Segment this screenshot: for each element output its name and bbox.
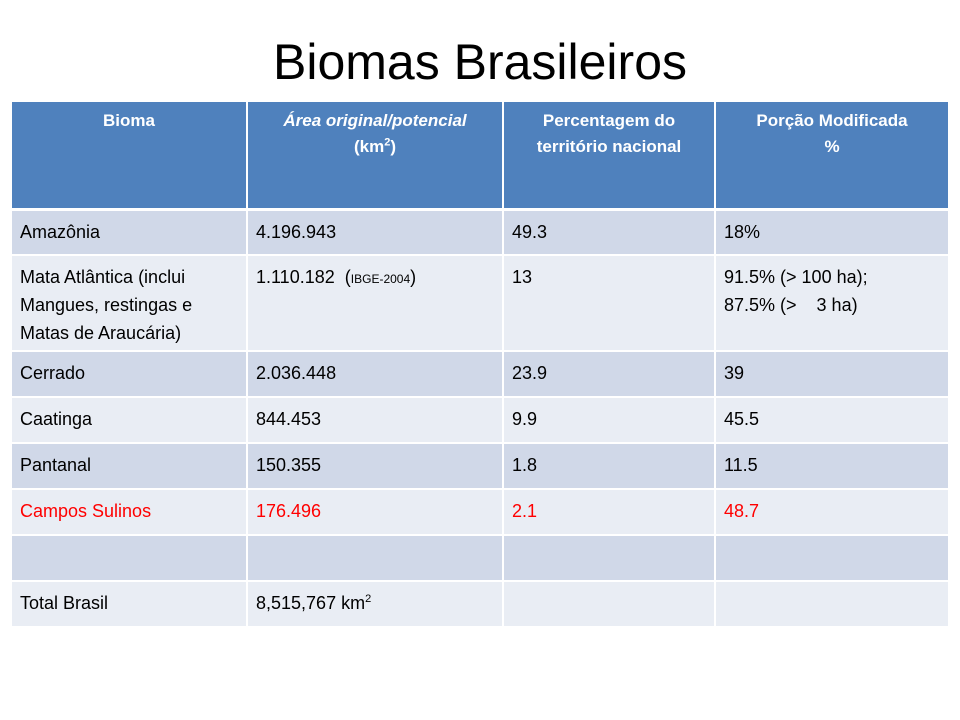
table-row-caatinga: Caatinga 844.453 9.9 45.5 (12, 397, 948, 444)
table-row-mata-atlantica: Mata Atlântica (inclui Mangues, restinga… (12, 255, 948, 352)
cell-porcao: 48.7 (715, 489, 948, 536)
cell-bioma: Pantanal (12, 443, 248, 490)
header-area-unit: (km2) (353, 136, 397, 156)
header-porcao-modificada: Porção Modificada % (715, 102, 948, 211)
cell-empty (503, 535, 716, 582)
cell-area: 4.196.943 (247, 209, 504, 256)
table-row-campos-sulinos: Campos Sulinos 176.496 2.1 48.7 (12, 489, 948, 536)
cell-empty (12, 535, 248, 582)
cell-area: 8,515,767 km2 (247, 581, 504, 628)
cell-percentagem: 13 (503, 255, 716, 352)
slide-title: Biomas Brasileiros (272, 34, 687, 90)
header-porcao-line1: Porção Modificada (756, 111, 908, 130)
header-bioma-label: Bioma (103, 111, 155, 130)
table-row-cerrado: Cerrado 2.036.448 23.9 39 (12, 351, 948, 398)
header-area-label: Área original/potencial (283, 111, 467, 130)
cell-bioma: Mata Atlântica (inclui Mangues, restinga… (12, 255, 248, 352)
header-area: Área original/potencial (km2) (247, 102, 504, 211)
cell-area: 844.453 (247, 397, 504, 444)
cell-percentagem: 9.9 (503, 397, 716, 444)
header-percentagem-line1: Percentagem do (542, 111, 676, 130)
cell-empty (715, 581, 948, 628)
cell-bioma: Amazônia (12, 209, 248, 256)
cell-bioma: Campos Sulinos (12, 489, 248, 536)
cell-area: 1.110.182 (IBGE-2004) (247, 255, 504, 352)
header-percentagem: Percentagem do território nacional (503, 102, 716, 211)
table-row-empty (12, 535, 948, 582)
cell-area: 176.496 (247, 489, 504, 536)
cell-porcao: 91.5% (> 100 ha); 87.5% (> 3 ha) (715, 255, 948, 352)
table-row-total-brasil: Total Brasil 8,515,767 km2 (12, 581, 948, 628)
cell-empty (503, 581, 716, 628)
cell-area-value: 1.110.182 (256, 267, 335, 287)
cell-percentagem: 1.8 (503, 443, 716, 490)
cell-percentagem: 2.1 (503, 489, 716, 536)
biomas-table: Bioma Área original/potencial (km2) Perc… (12, 102, 948, 628)
cell-porcao: 11.5 (715, 443, 948, 490)
table-row-pantanal: Pantanal 150.355 1.8 11.5 (12, 443, 948, 490)
cell-bioma: Caatinga (12, 397, 248, 444)
header-bioma: Bioma (12, 102, 248, 211)
cell-area-source: IBGE-2004 (350, 272, 411, 286)
cell-bioma: Cerrado (12, 351, 248, 398)
cell-empty (247, 535, 504, 582)
cell-porcao: 39 (715, 351, 948, 398)
cell-porcao: 45.5 (715, 397, 948, 444)
table-row-amazonia: Amazônia 4.196.943 49.3 18% (12, 209, 948, 256)
cell-bioma: Total Brasil (12, 581, 248, 628)
cell-percentagem: 23.9 (503, 351, 716, 398)
cell-empty (715, 535, 948, 582)
table-header-row: Bioma Área original/potencial (km2) Perc… (12, 102, 948, 211)
cell-porcao: 18% (715, 209, 948, 256)
cell-area: 2.036.448 (247, 351, 504, 398)
cell-area: 150.355 (247, 443, 504, 490)
header-percentagem-line2: território nacional (536, 137, 682, 156)
cell-percentagem: 49.3 (503, 209, 716, 256)
header-porcao-line2: % (824, 137, 840, 156)
